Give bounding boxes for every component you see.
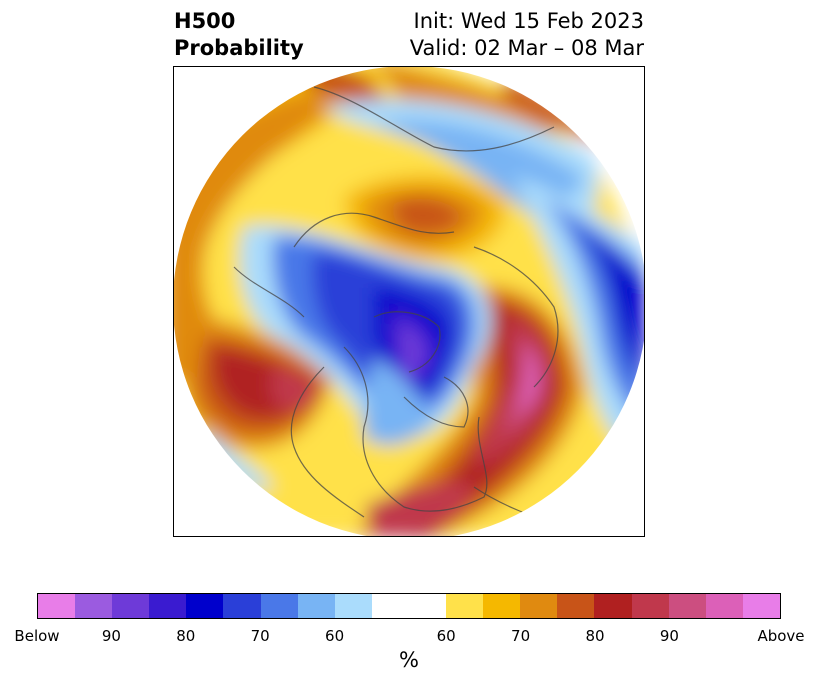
colorbar-segment [38, 594, 76, 618]
colorbar-segment [149, 594, 187, 618]
colorbar-segment [446, 594, 484, 618]
colorbar-segment [75, 594, 113, 618]
colorbar-segment [483, 594, 521, 618]
colorbar-tick-label: 80 [176, 627, 196, 645]
colorbar-segment [594, 594, 632, 618]
init-date: Init: Wed 15 Feb 2023 [413, 9, 644, 33]
colorbar-segment [631, 594, 669, 618]
colorbar-segment [334, 594, 372, 618]
colorbar-tick-label: 60 [325, 627, 345, 645]
colorbar-segment [742, 594, 780, 618]
colorbar-tick-label: 90 [659, 627, 679, 645]
colorbar-segment [112, 594, 150, 618]
colorbar-segment [186, 594, 224, 618]
colorbar-tick-label: Above [757, 627, 805, 645]
colorbar-segment [705, 594, 743, 618]
colorbar-segment [668, 594, 706, 618]
colorbar-tick-label: 80 [585, 627, 605, 645]
colorbar-segment [557, 594, 595, 618]
colorbar-unit: % [399, 648, 419, 672]
colorbar-tick-label: Below [14, 627, 60, 645]
probability-field [174, 67, 644, 536]
colorbar-segment [223, 594, 261, 618]
colorbar-segment [371, 594, 447, 618]
title-product: Probability [174, 36, 304, 60]
map-dates: Init: Wed 15 Feb 2023 Valid: 02 Mar – 08… [410, 8, 644, 62]
colorbar-segment [297, 594, 335, 618]
probability-map [174, 67, 644, 536]
map-title: H500 Probability [174, 8, 304, 62]
coastlines [233, 86, 565, 528]
valid-dates: Valid: 02 Mar – 08 Mar [409, 36, 644, 60]
title-variable: H500 [174, 9, 236, 33]
colorbar-segment [520, 594, 558, 618]
map-frame [173, 66, 645, 537]
colorbar [37, 593, 781, 619]
colorbar-tick-label: 70 [250, 627, 270, 645]
colorbar-tick-label: 60 [436, 627, 456, 645]
colorbar-tick-label: 90 [101, 627, 121, 645]
colorbar-tick-label: 70 [511, 627, 531, 645]
colorbar-segment [260, 594, 298, 618]
